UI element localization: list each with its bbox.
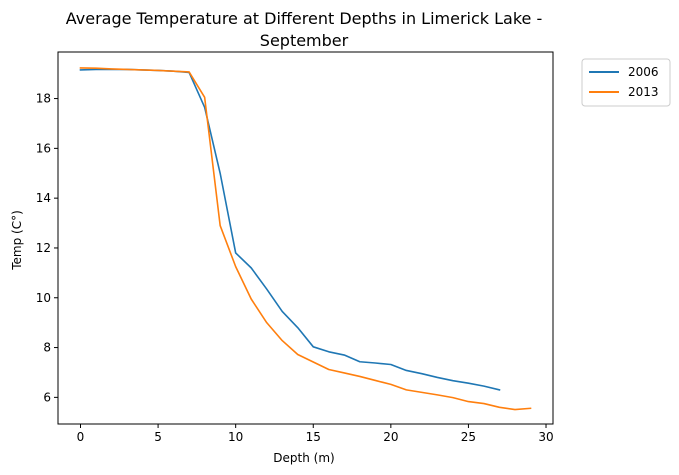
x-tick-label: 5 — [154, 430, 162, 444]
x-axis-ticks: 0 5 10 15 20 25 30 — [77, 424, 554, 444]
x-tick-label: 15 — [306, 430, 321, 444]
y-tick-label: 14 — [36, 191, 51, 205]
y-tick-label: 10 — [36, 291, 51, 305]
plot-frame — [57, 51, 554, 425]
y-tick-label: 8 — [43, 341, 51, 355]
x-tick-label: 20 — [383, 430, 398, 444]
y-tick-label: 16 — [36, 141, 51, 155]
x-tick-label: 10 — [228, 430, 243, 444]
legend-label-2013: 2013 — [628, 85, 659, 99]
y-tick-label: 18 — [36, 92, 51, 106]
y-tick-label: 6 — [43, 390, 51, 404]
plot-area — [79, 67, 532, 411]
y-axis-ticks: 6 8 10 12 14 16 18 — [36, 92, 58, 404]
x-axis-label: Depth (m) — [273, 451, 334, 465]
legend: 2006 2013 — [581, 58, 671, 107]
series-line-2013 — [79, 67, 532, 411]
x-tick-label: 25 — [461, 430, 476, 444]
x-tick-label: 30 — [538, 430, 553, 444]
series-line-2006 — [79, 68, 501, 391]
legend-label-2006: 2006 — [628, 65, 659, 79]
legend-box — [581, 58, 671, 107]
y-axis-label: Temp (C°) — [10, 210, 24, 271]
chart-title-line-1: Average Temperature at Different Depths … — [66, 9, 543, 28]
chart-title-line-2: September — [260, 31, 349, 50]
x-tick-label: 0 — [77, 430, 85, 444]
y-tick-label: 12 — [36, 241, 51, 255]
